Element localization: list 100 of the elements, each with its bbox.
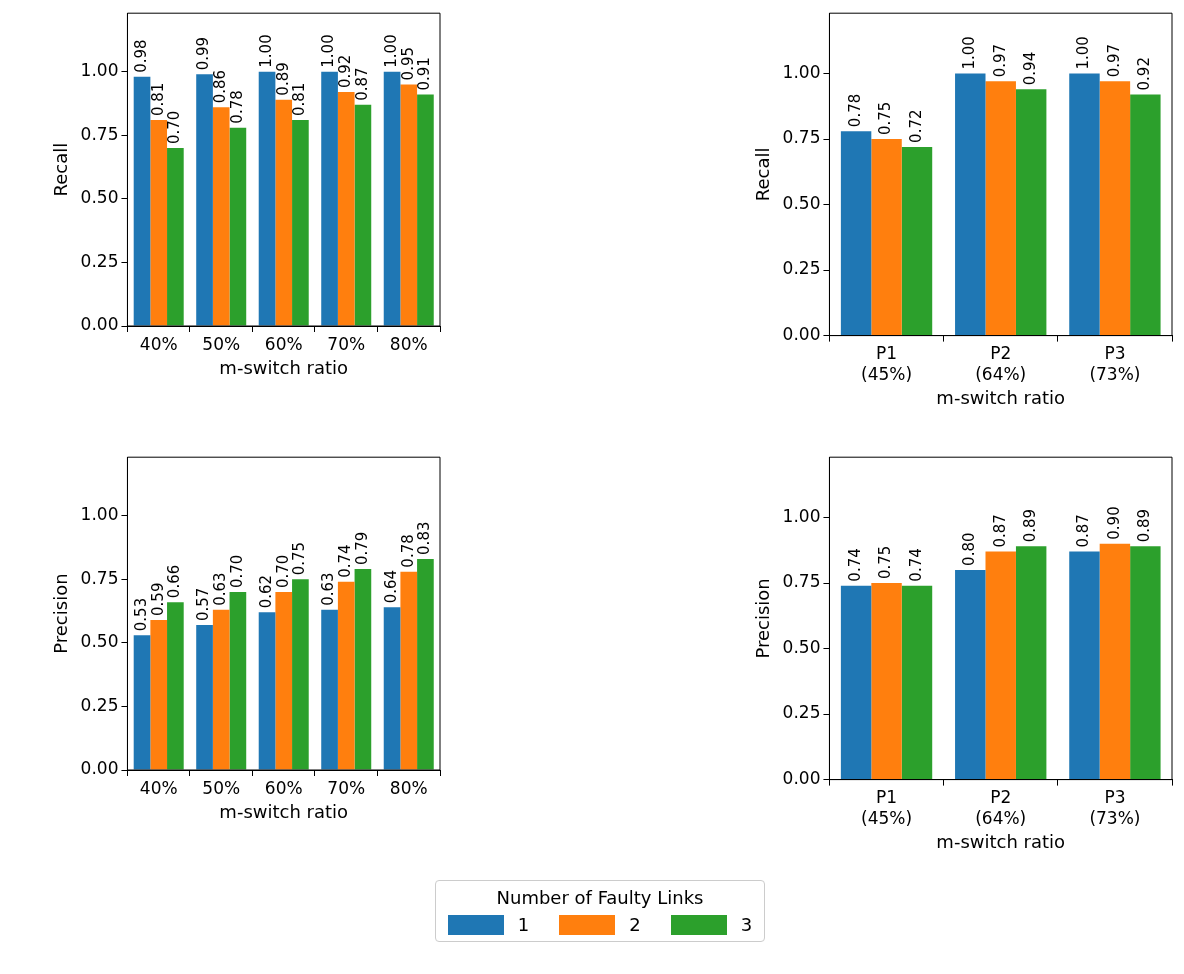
data-label: 1.00 xyxy=(381,34,400,68)
bar xyxy=(321,609,338,770)
bar xyxy=(1015,546,1047,780)
data-label: 0.75 xyxy=(876,101,895,136)
x-tick-label: 80% xyxy=(389,777,428,798)
data-label: 0.94 xyxy=(1021,51,1040,86)
x-tick-label: 70% xyxy=(327,777,366,798)
bar xyxy=(133,635,151,770)
data-label: 0.78 xyxy=(398,534,417,568)
bar xyxy=(871,583,902,780)
bar xyxy=(901,585,933,780)
bar xyxy=(321,71,338,326)
y-tick-label: 0.25 xyxy=(80,694,119,715)
bar xyxy=(275,99,293,326)
x-tick-label: P3 (73%) xyxy=(1089,787,1141,828)
y-tick-label: 1.00 xyxy=(782,61,821,82)
y-axis-title: Precision xyxy=(50,573,72,654)
bar xyxy=(354,569,372,770)
legend-label: 2 xyxy=(629,914,641,935)
data-label: 0.74 xyxy=(336,544,355,578)
y-tick-label: 0.75 xyxy=(782,127,821,148)
bar xyxy=(258,71,276,326)
data-label: 0.53 xyxy=(131,597,150,632)
bar xyxy=(212,609,230,770)
bar xyxy=(400,84,418,326)
bar xyxy=(292,120,309,326)
data-label: 1.00 xyxy=(319,34,338,68)
bar xyxy=(840,585,872,780)
x-axis-title: m-switch ratio xyxy=(219,356,349,378)
x-tick-label: 40% xyxy=(139,777,178,798)
data-label: 0.66 xyxy=(165,564,184,599)
bar xyxy=(1015,89,1047,336)
x-tick-label: 40% xyxy=(139,333,178,354)
data-label: 0.99 xyxy=(194,36,213,71)
data-label: 0.64 xyxy=(381,569,400,604)
x-axis-title: m-switch ratio xyxy=(219,800,349,822)
bar xyxy=(354,104,372,326)
y-tick-label: 0.00 xyxy=(782,324,821,345)
data-label: 0.89 xyxy=(1135,508,1154,543)
y-tick-label: 0.75 xyxy=(782,571,821,592)
bar xyxy=(417,558,434,770)
bar xyxy=(229,591,247,770)
data-label: 0.87 xyxy=(1074,514,1093,548)
y-axis-title: Recall xyxy=(50,142,72,197)
y-tick-label: 1.00 xyxy=(80,60,119,81)
y-tick-label: 0.00 xyxy=(782,768,821,789)
data-label: 0.89 xyxy=(273,62,292,96)
y-tick-label: 0.75 xyxy=(80,567,119,588)
data-label: 0.79 xyxy=(352,531,371,566)
data-label: 0.63 xyxy=(211,572,230,606)
x-tick-label: 70% xyxy=(327,333,366,354)
data-label: 0.75 xyxy=(290,541,309,576)
data-label: 0.87 xyxy=(352,67,371,101)
y-tick-label: 1.00 xyxy=(80,504,119,525)
bar xyxy=(1130,94,1161,336)
data-label: 0.70 xyxy=(273,554,292,588)
x-tick-label: P1 (45%) xyxy=(861,343,913,384)
data-label: 0.91 xyxy=(415,57,434,91)
data-label: 0.98 xyxy=(131,39,150,73)
y-tick-label: 0.25 xyxy=(782,258,821,279)
y-axis-title: Precision xyxy=(752,578,774,659)
bar xyxy=(871,139,902,336)
data-label: 0.63 xyxy=(319,572,338,606)
y-tick-label: 0.25 xyxy=(80,250,119,271)
y-axis-title: Recall xyxy=(752,147,774,202)
bar xyxy=(150,619,168,770)
x-tick-label: 50% xyxy=(202,333,241,354)
data-label: 0.86 xyxy=(211,69,230,104)
bar xyxy=(1069,73,1100,336)
y-tick-label: 0.00 xyxy=(80,314,119,335)
data-label: 0.70 xyxy=(165,110,184,144)
bar xyxy=(955,73,986,336)
y-tick-label: 0.00 xyxy=(80,758,119,779)
bar xyxy=(985,81,1016,336)
y-tick-label: 1.00 xyxy=(782,505,821,526)
bar xyxy=(1099,543,1131,780)
x-tick-label: P2 (64%) xyxy=(975,787,1027,828)
legend-label: 1 xyxy=(517,914,530,935)
x-axis-title: m-switch ratio xyxy=(936,830,1066,852)
bar xyxy=(167,147,184,326)
data-label: 0.97 xyxy=(1104,43,1123,78)
bar xyxy=(229,127,247,326)
data-label: 0.81 xyxy=(148,82,167,117)
y-tick-label: 0.50 xyxy=(782,192,821,213)
data-label: 0.83 xyxy=(415,521,434,555)
x-tick-label: P3 (73%) xyxy=(1089,343,1141,384)
bar xyxy=(196,74,213,326)
x-tick-label: P2 (64%) xyxy=(975,343,1027,384)
data-label: 0.89 xyxy=(1021,508,1040,543)
legend-title: Number of Faulty Links xyxy=(495,887,705,908)
data-label: 1.00 xyxy=(1074,36,1093,70)
x-axis-title: m-switch ratio xyxy=(936,386,1066,408)
data-label: 0.75 xyxy=(876,545,895,580)
bar xyxy=(417,94,434,326)
bar xyxy=(985,551,1016,780)
bar xyxy=(292,579,309,770)
y-tick-label: 0.50 xyxy=(782,636,821,657)
y-tick-label: 0.50 xyxy=(80,631,119,652)
bar xyxy=(400,571,418,770)
data-label: 0.74 xyxy=(906,548,925,582)
